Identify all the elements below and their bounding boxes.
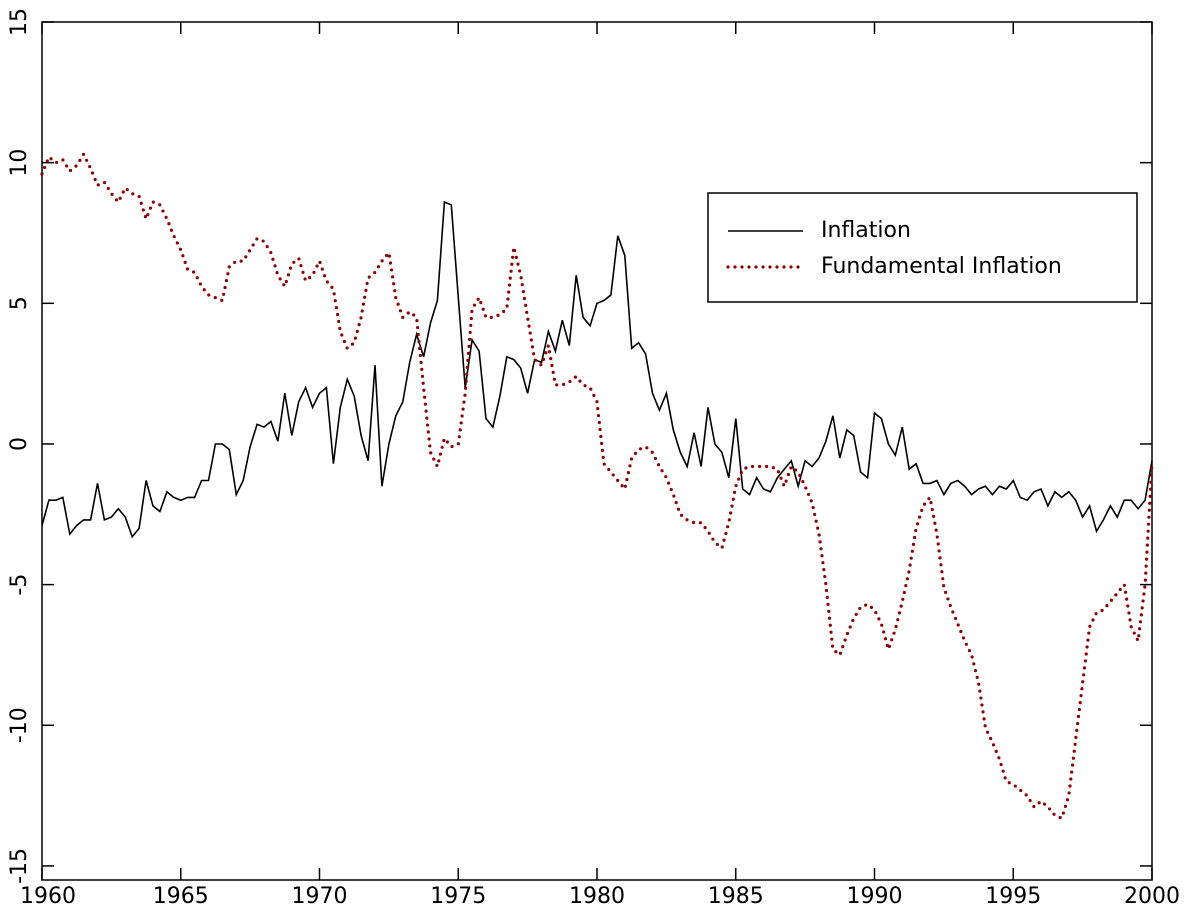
x-tick-label: 1980: [569, 884, 625, 909]
series-line: [40, 150, 1154, 821]
legend-label: Fundamental Inflation: [821, 254, 1062, 279]
x-tick-label: 1985: [708, 884, 764, 909]
y-tick-label: 15: [7, 8, 32, 36]
y-tick-label: -10: [7, 707, 32, 743]
y-tick-label: 0: [7, 437, 32, 451]
legend-box: [707, 192, 1138, 303]
x-tick-label: 1965: [153, 884, 209, 909]
x-tick-label: 1975: [430, 884, 486, 909]
legend: Inflation Fundamental Inflation: [707, 192, 1138, 303]
y-tick-label: 10: [7, 149, 32, 177]
x-tick-label: 2000: [1124, 884, 1180, 909]
x-tick-label: 1970: [292, 884, 348, 909]
plot-frame: [41, 21, 1153, 881]
x-tick-label: 1960: [20, 884, 76, 909]
y-tick-label: -15: [7, 848, 32, 884]
y-tick-label: 5: [7, 296, 32, 310]
series-line: [41, 200, 1153, 539]
x-tick-label: 1995: [985, 884, 1041, 909]
legend-label: Inflation: [821, 218, 911, 243]
y-tick-label: -5: [7, 574, 32, 596]
x-tick-label: 1990: [847, 884, 903, 909]
